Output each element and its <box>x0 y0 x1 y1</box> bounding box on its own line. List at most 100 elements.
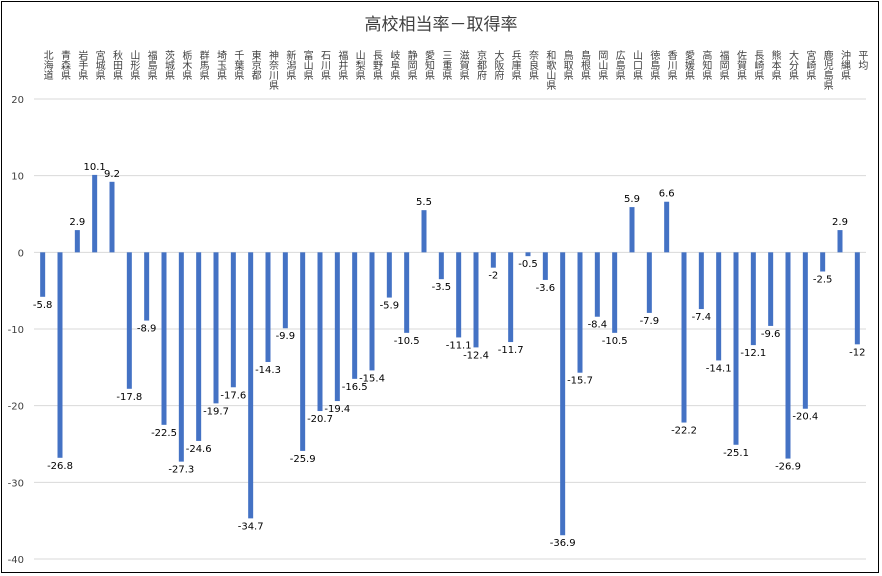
data-label: -2 <box>488 271 498 282</box>
bar <box>144 252 150 321</box>
bar <box>594 252 600 317</box>
category-label: 兵庫県 <box>509 49 521 81</box>
bar <box>646 252 652 313</box>
bar <box>802 252 808 409</box>
bar <box>664 201 670 253</box>
data-label: -3.6 <box>536 283 556 294</box>
data-label: -9.6 <box>761 329 781 340</box>
data-label: -14.3 <box>255 365 281 376</box>
category-label: 京都府 <box>475 49 487 81</box>
bar <box>698 252 704 310</box>
category-label: 愛知県 <box>423 49 435 81</box>
category-label: 栃木県 <box>180 49 192 81</box>
data-label: -14.1 <box>706 363 732 374</box>
data-label: -5.9 <box>380 301 400 312</box>
data-label: -20.7 <box>307 414 333 425</box>
category-label: 宮城県 <box>93 49 105 81</box>
y-axis: 20 10 0 -10 -20 -30 -40 <box>8 95 24 566</box>
data-label: -27.3 <box>168 465 194 476</box>
category-label: 鹿児島県 <box>821 49 833 91</box>
bar <box>161 252 167 425</box>
category-label: 佐賀県 <box>735 50 747 81</box>
category-label: 奈良県 <box>527 49 539 81</box>
category-label: 沖縄県 <box>839 49 851 81</box>
bar <box>404 252 410 333</box>
bar <box>612 252 618 333</box>
category-label: 高知県 <box>700 49 712 81</box>
category-label: 東京都 <box>249 49 261 81</box>
category-label: 山口県 <box>631 50 643 81</box>
bar <box>213 252 219 404</box>
y-tick-label: 0 <box>18 248 24 259</box>
data-label: -8.9 <box>137 324 157 335</box>
data-label: -10.5 <box>394 336 420 347</box>
category-label: 静岡県 <box>405 49 417 81</box>
bar <box>230 252 236 388</box>
bar <box>456 252 462 338</box>
bar <box>421 210 427 253</box>
data-label: -24.6 <box>186 444 212 455</box>
y-tick-label: -20 <box>8 402 24 413</box>
data-label: -10.5 <box>602 336 628 347</box>
data-label: -12.4 <box>463 350 489 361</box>
category-label: 福島県 <box>145 49 157 81</box>
bar <box>768 252 774 326</box>
data-label: -7.9 <box>640 316 660 327</box>
bar <box>681 252 687 423</box>
data-label: -20.4 <box>792 412 818 423</box>
category-label: 北海道 <box>41 50 53 80</box>
data-label: -34.7 <box>238 521 264 532</box>
bar <box>785 252 791 459</box>
category-label: 山梨県 <box>353 50 365 81</box>
y-tick-label: -10 <box>8 325 24 336</box>
data-label: -19.7 <box>203 406 229 417</box>
category-label: 長崎県 <box>752 50 764 81</box>
bar <box>837 230 843 253</box>
bar <box>196 252 202 441</box>
bar <box>40 252 46 297</box>
bars <box>40 174 860 536</box>
category-label: 愛媛県 <box>683 49 695 81</box>
y-tick-label: 20 <box>11 95 24 106</box>
category-label: 石川県 <box>319 50 331 81</box>
bar <box>74 230 80 253</box>
data-label: 5.9 <box>624 194 640 205</box>
data-label: -7.4 <box>692 312 712 323</box>
data-label: -15.7 <box>567 376 593 387</box>
category-label: 岐阜県 <box>388 49 400 81</box>
data-label: -25.9 <box>290 454 316 465</box>
data-label: -22.2 <box>671 426 697 437</box>
data-label: -22.5 <box>151 428 177 439</box>
data-label: -17.8 <box>116 392 142 403</box>
data-label: -16.5 <box>342 382 368 393</box>
category-label: 島根県 <box>579 49 591 81</box>
data-label: -19.4 <box>324 404 350 415</box>
data-label: -26.9 <box>775 462 801 473</box>
category-label: 千葉県 <box>232 50 244 81</box>
category-label: 和歌山県 <box>544 50 556 91</box>
data-label: -2.5 <box>813 275 833 286</box>
data-label: -0.5 <box>518 259 538 270</box>
bar <box>560 252 566 536</box>
bar <box>248 252 254 519</box>
category-label: 青森県 <box>59 49 71 81</box>
y-tick-label: 10 <box>11 172 24 183</box>
bar <box>525 252 531 257</box>
y-tick-label: -40 <box>8 555 24 566</box>
category-label: 広島県 <box>613 49 625 81</box>
category-label: 徳島県 <box>648 49 660 81</box>
data-label: -11.7 <box>498 345 524 356</box>
data-label: 2.9 <box>69 217 85 228</box>
bar <box>109 181 115 253</box>
data-label: 5.5 <box>416 197 432 208</box>
category-label: 富山県 <box>301 49 313 81</box>
bar <box>352 252 358 379</box>
data-label: -11.1 <box>446 340 472 351</box>
data-label: -36.9 <box>550 538 576 549</box>
category-label: 岩手県 <box>76 49 88 81</box>
data-label: -25.1 <box>723 448 749 459</box>
bar <box>57 252 63 458</box>
bar <box>178 252 184 462</box>
data-label: 9.2 <box>104 169 120 180</box>
